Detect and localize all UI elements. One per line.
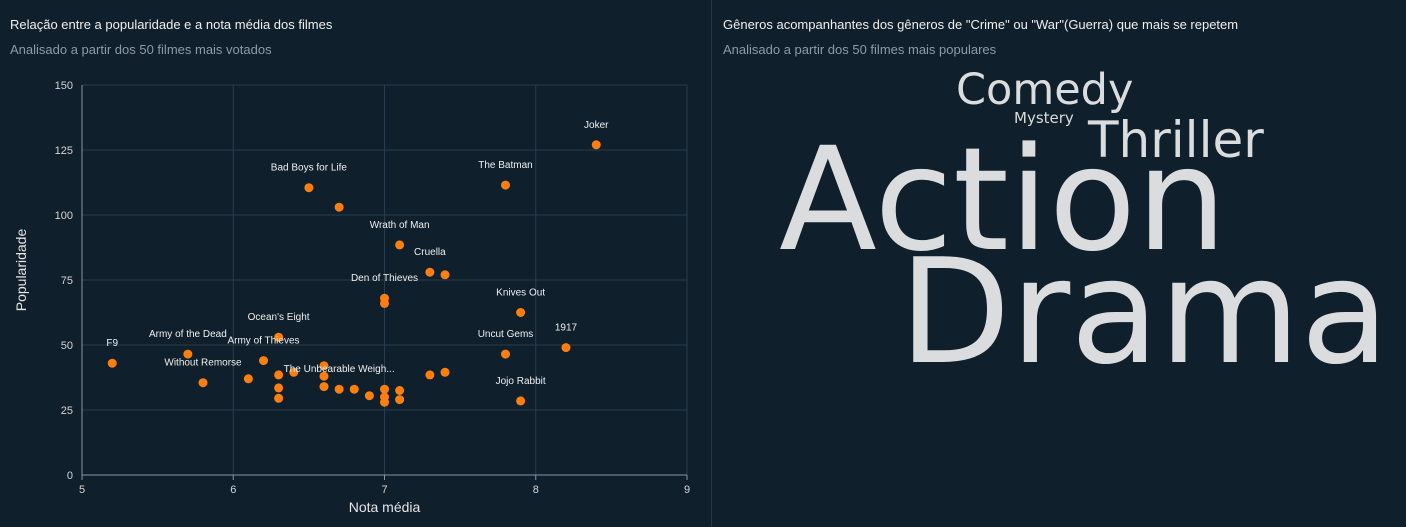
data-point xyxy=(274,393,284,403)
data-point xyxy=(591,140,601,150)
data-label: The Unbearable Weigh... xyxy=(284,364,395,375)
data-point xyxy=(349,384,359,394)
word-mystery: Mystery xyxy=(1014,109,1074,127)
data-point xyxy=(183,349,193,359)
data-point xyxy=(425,370,435,380)
scatter-title: Relação entre a popularidade e a nota mé… xyxy=(10,17,333,32)
data-label: Without Remorse xyxy=(164,358,242,369)
data-label: Army of Thieves xyxy=(227,336,299,347)
wordcloud-panel: Gêneros acompanhantes dos gêneros de "Cr… xyxy=(713,0,1406,527)
data-point xyxy=(259,356,268,366)
y-tick-label: 100 xyxy=(55,210,73,222)
data-label: 1917 xyxy=(555,323,578,334)
data-point xyxy=(516,308,526,317)
data-label: Jojo Rabbit xyxy=(496,376,546,387)
data-label: Cruella xyxy=(414,247,446,258)
x-axis-label: Nota média xyxy=(349,499,421,515)
data-point xyxy=(516,396,526,406)
data-label: F9 xyxy=(106,338,118,349)
data-point xyxy=(364,391,374,401)
data-label: The Batman xyxy=(478,160,532,171)
y-tick-label: 150 xyxy=(55,80,73,92)
x-tick-label: 6 xyxy=(230,484,236,496)
data-label: Army of the Dead xyxy=(149,329,227,340)
data-point xyxy=(440,367,450,377)
data-label: Ocean's Eight xyxy=(248,312,310,323)
word-drama: Drama xyxy=(899,228,1390,397)
data-point xyxy=(274,383,284,393)
scatter-panel: Relação entre a popularidade e a nota mé… xyxy=(10,0,712,527)
data-point xyxy=(334,202,344,212)
data-point xyxy=(425,267,435,277)
data-point xyxy=(380,384,389,394)
data-point xyxy=(319,371,329,381)
word-comedy: Comedy xyxy=(956,65,1134,115)
scatter-chart: 0 25 50 75 100 125 150 5 6 7 8 9 Nota média Popularid… xyxy=(13,80,690,515)
data-point xyxy=(289,367,299,377)
data-label: Knives Out xyxy=(496,288,545,299)
y-tick-label: 50 xyxy=(61,340,73,352)
wordcloud-subtitle: Analisado a partir dos 50 filmes mais po… xyxy=(723,42,997,57)
data-point xyxy=(334,384,344,394)
data-point xyxy=(380,298,389,308)
scatter-subtitle: Analisado a partir dos 50 filmes mais vo… xyxy=(10,42,272,57)
data-point xyxy=(501,349,510,359)
data-label: Den of Thieves xyxy=(351,273,418,284)
data-point xyxy=(274,370,284,380)
y-tick-label: 0 xyxy=(67,470,73,482)
x-tick-label: 5 xyxy=(79,484,85,496)
data-point xyxy=(107,358,117,368)
data-point xyxy=(501,180,510,190)
data-point xyxy=(440,270,450,280)
data-point xyxy=(198,378,208,388)
data-point xyxy=(561,343,571,353)
x-tick-label: 7 xyxy=(381,484,387,496)
wordcloud-title: Gêneros acompanhantes dos gêneros de "Cr… xyxy=(723,17,1239,32)
data-label: Bad Boys for Life xyxy=(271,163,348,174)
data-point xyxy=(319,361,329,371)
y-tick-label: 125 xyxy=(55,145,73,157)
data-point xyxy=(243,374,253,384)
data-point xyxy=(395,395,405,405)
x-tick-label: 9 xyxy=(684,484,690,496)
y-axis-label: Popularidade xyxy=(13,229,29,312)
data-point xyxy=(304,183,314,193)
data-point xyxy=(274,332,284,342)
data-label: Joker xyxy=(584,120,609,131)
data-point xyxy=(319,382,329,392)
x-tick-label: 8 xyxy=(533,484,539,496)
word-thriller: Thriller xyxy=(1088,111,1264,169)
word-action: Action xyxy=(779,116,1227,283)
data-label: Uncut Gems xyxy=(478,329,534,340)
data-label: Wrath of Man xyxy=(370,220,430,231)
data-point xyxy=(395,386,405,395)
data-point xyxy=(380,397,389,407)
data-point xyxy=(395,240,405,250)
y-tick-label: 75 xyxy=(61,275,73,287)
y-tick-label: 25 xyxy=(61,405,73,417)
